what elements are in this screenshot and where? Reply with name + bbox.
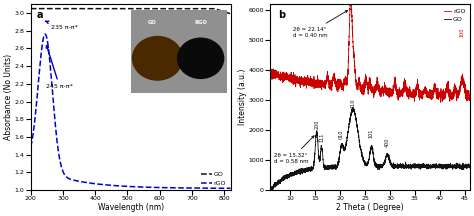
X-axis label: Wavelength (nm): Wavelength (nm): [98, 203, 164, 212]
GO: [353, 116, 358, 119]
Text: 010: 010: [339, 130, 344, 139]
GO: [344, 140, 349, 143]
Line: GO: GO: [270, 108, 470, 190]
Legend: GO, rGO: GO, rGO: [199, 171, 228, 187]
Legend: rGO, GO: rGO, GO: [442, 7, 467, 24]
rGO: [442, 95, 447, 98]
GO: [302, 170, 308, 172]
Y-axis label: Absorbance (No Units): Absorbance (No Units): [4, 54, 13, 140]
Text: 110: 110: [350, 98, 356, 108]
rGO: [344, 81, 349, 84]
rGO: [120, 185, 126, 187]
GO: [267, 189, 273, 192]
GO: [463, 164, 469, 167]
Line: GO: GO: [31, 9, 230, 14]
GO: [442, 164, 447, 167]
GO: [467, 166, 473, 169]
Text: 101: 101: [369, 128, 374, 138]
Text: a: a: [37, 10, 43, 20]
rGO: [38, 54, 44, 57]
rGO: [42, 33, 48, 35]
rGO: [125, 185, 131, 188]
rGO: [28, 145, 34, 148]
Line: rGO: rGO: [31, 34, 230, 188]
Text: 2θ = 22.14°
d = 0.40 nm: 2θ = 22.14° d = 0.40 nm: [292, 11, 347, 38]
GO: [222, 11, 228, 13]
rGO: [222, 187, 228, 190]
Line: rGO: rGO: [270, 4, 470, 102]
GO: [290, 173, 296, 176]
GO: [28, 7, 34, 10]
Text: 245 π-π*: 245 π-π*: [46, 46, 73, 89]
Text: 2θ = 15.32°
d = 0.58 nm: 2θ = 15.32° d = 0.58 nm: [274, 136, 314, 164]
GO: [350, 106, 356, 109]
rGO: [353, 70, 358, 72]
rGO: [185, 187, 191, 189]
GO: [222, 11, 228, 13]
rGO: [463, 92, 469, 95]
Text: 100: 100: [460, 28, 465, 37]
rGO: [228, 187, 233, 190]
Text: 200: 200: [314, 119, 319, 129]
Text: b: b: [278, 10, 285, 20]
rGO: [267, 69, 273, 71]
Text: 235 π-π*: 235 π-π*: [46, 21, 78, 30]
rGO: [347, 3, 353, 5]
rGO: [467, 96, 473, 99]
GO: [120, 7, 126, 10]
rGO: [438, 101, 444, 103]
GO: [228, 13, 233, 15]
X-axis label: 2 Theta ( Degree): 2 Theta ( Degree): [336, 203, 404, 212]
Text: 111: 111: [319, 133, 324, 142]
Y-axis label: Intensity (a.u.): Intensity (a.u.): [238, 69, 247, 125]
Text: 400: 400: [385, 137, 390, 147]
GO: [38, 7, 44, 10]
GO: [125, 7, 131, 10]
rGO: [222, 187, 228, 190]
rGO: [302, 84, 308, 87]
rGO: [290, 77, 296, 79]
GO: [185, 7, 191, 10]
